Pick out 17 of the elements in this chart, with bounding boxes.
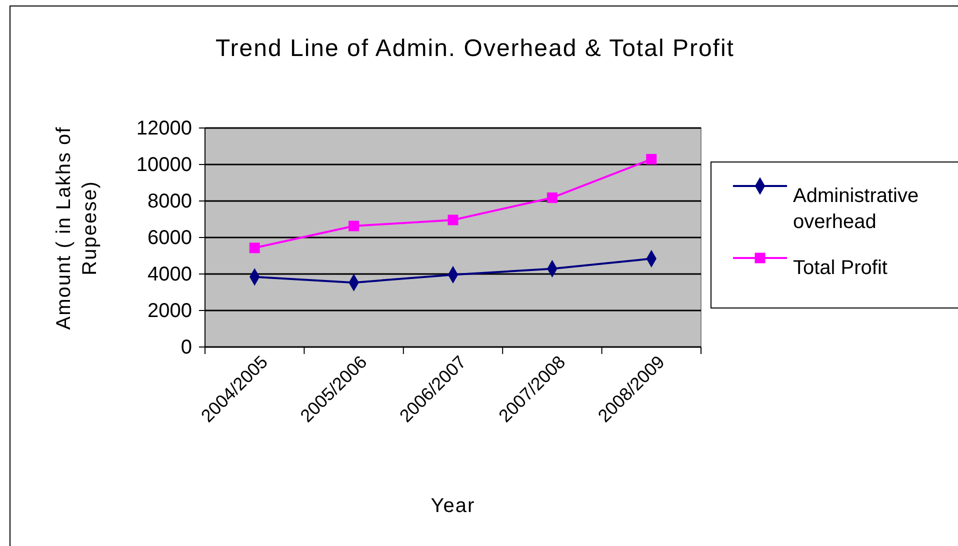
point (249, 242, 260, 254)
point (448, 214, 458, 226)
point (646, 154, 657, 164)
legend-label: Administrative overhead (793, 185, 919, 233)
y-axis-title: Amount ( in Lakhs of Rupeese) (53, 126, 101, 330)
chart-title: Trend Line of Admin. Overhead & Total Profit (216, 35, 734, 62)
y-tick-label: 0 (180, 336, 192, 358)
legend-label: Total Profit (793, 257, 888, 279)
y-tick-label: 6000 (148, 226, 192, 249)
y-tick-label: 12000 (136, 117, 192, 140)
y-tick-label: 10000 (136, 154, 192, 176)
y-tick-label: 2000 (148, 300, 192, 322)
point (348, 220, 360, 232)
y-tick-label: 8000 (148, 190, 192, 212)
y-tick-label: 4000 (148, 263, 192, 286)
point (546, 192, 558, 203)
x-axis-title: Year (430, 495, 476, 517)
